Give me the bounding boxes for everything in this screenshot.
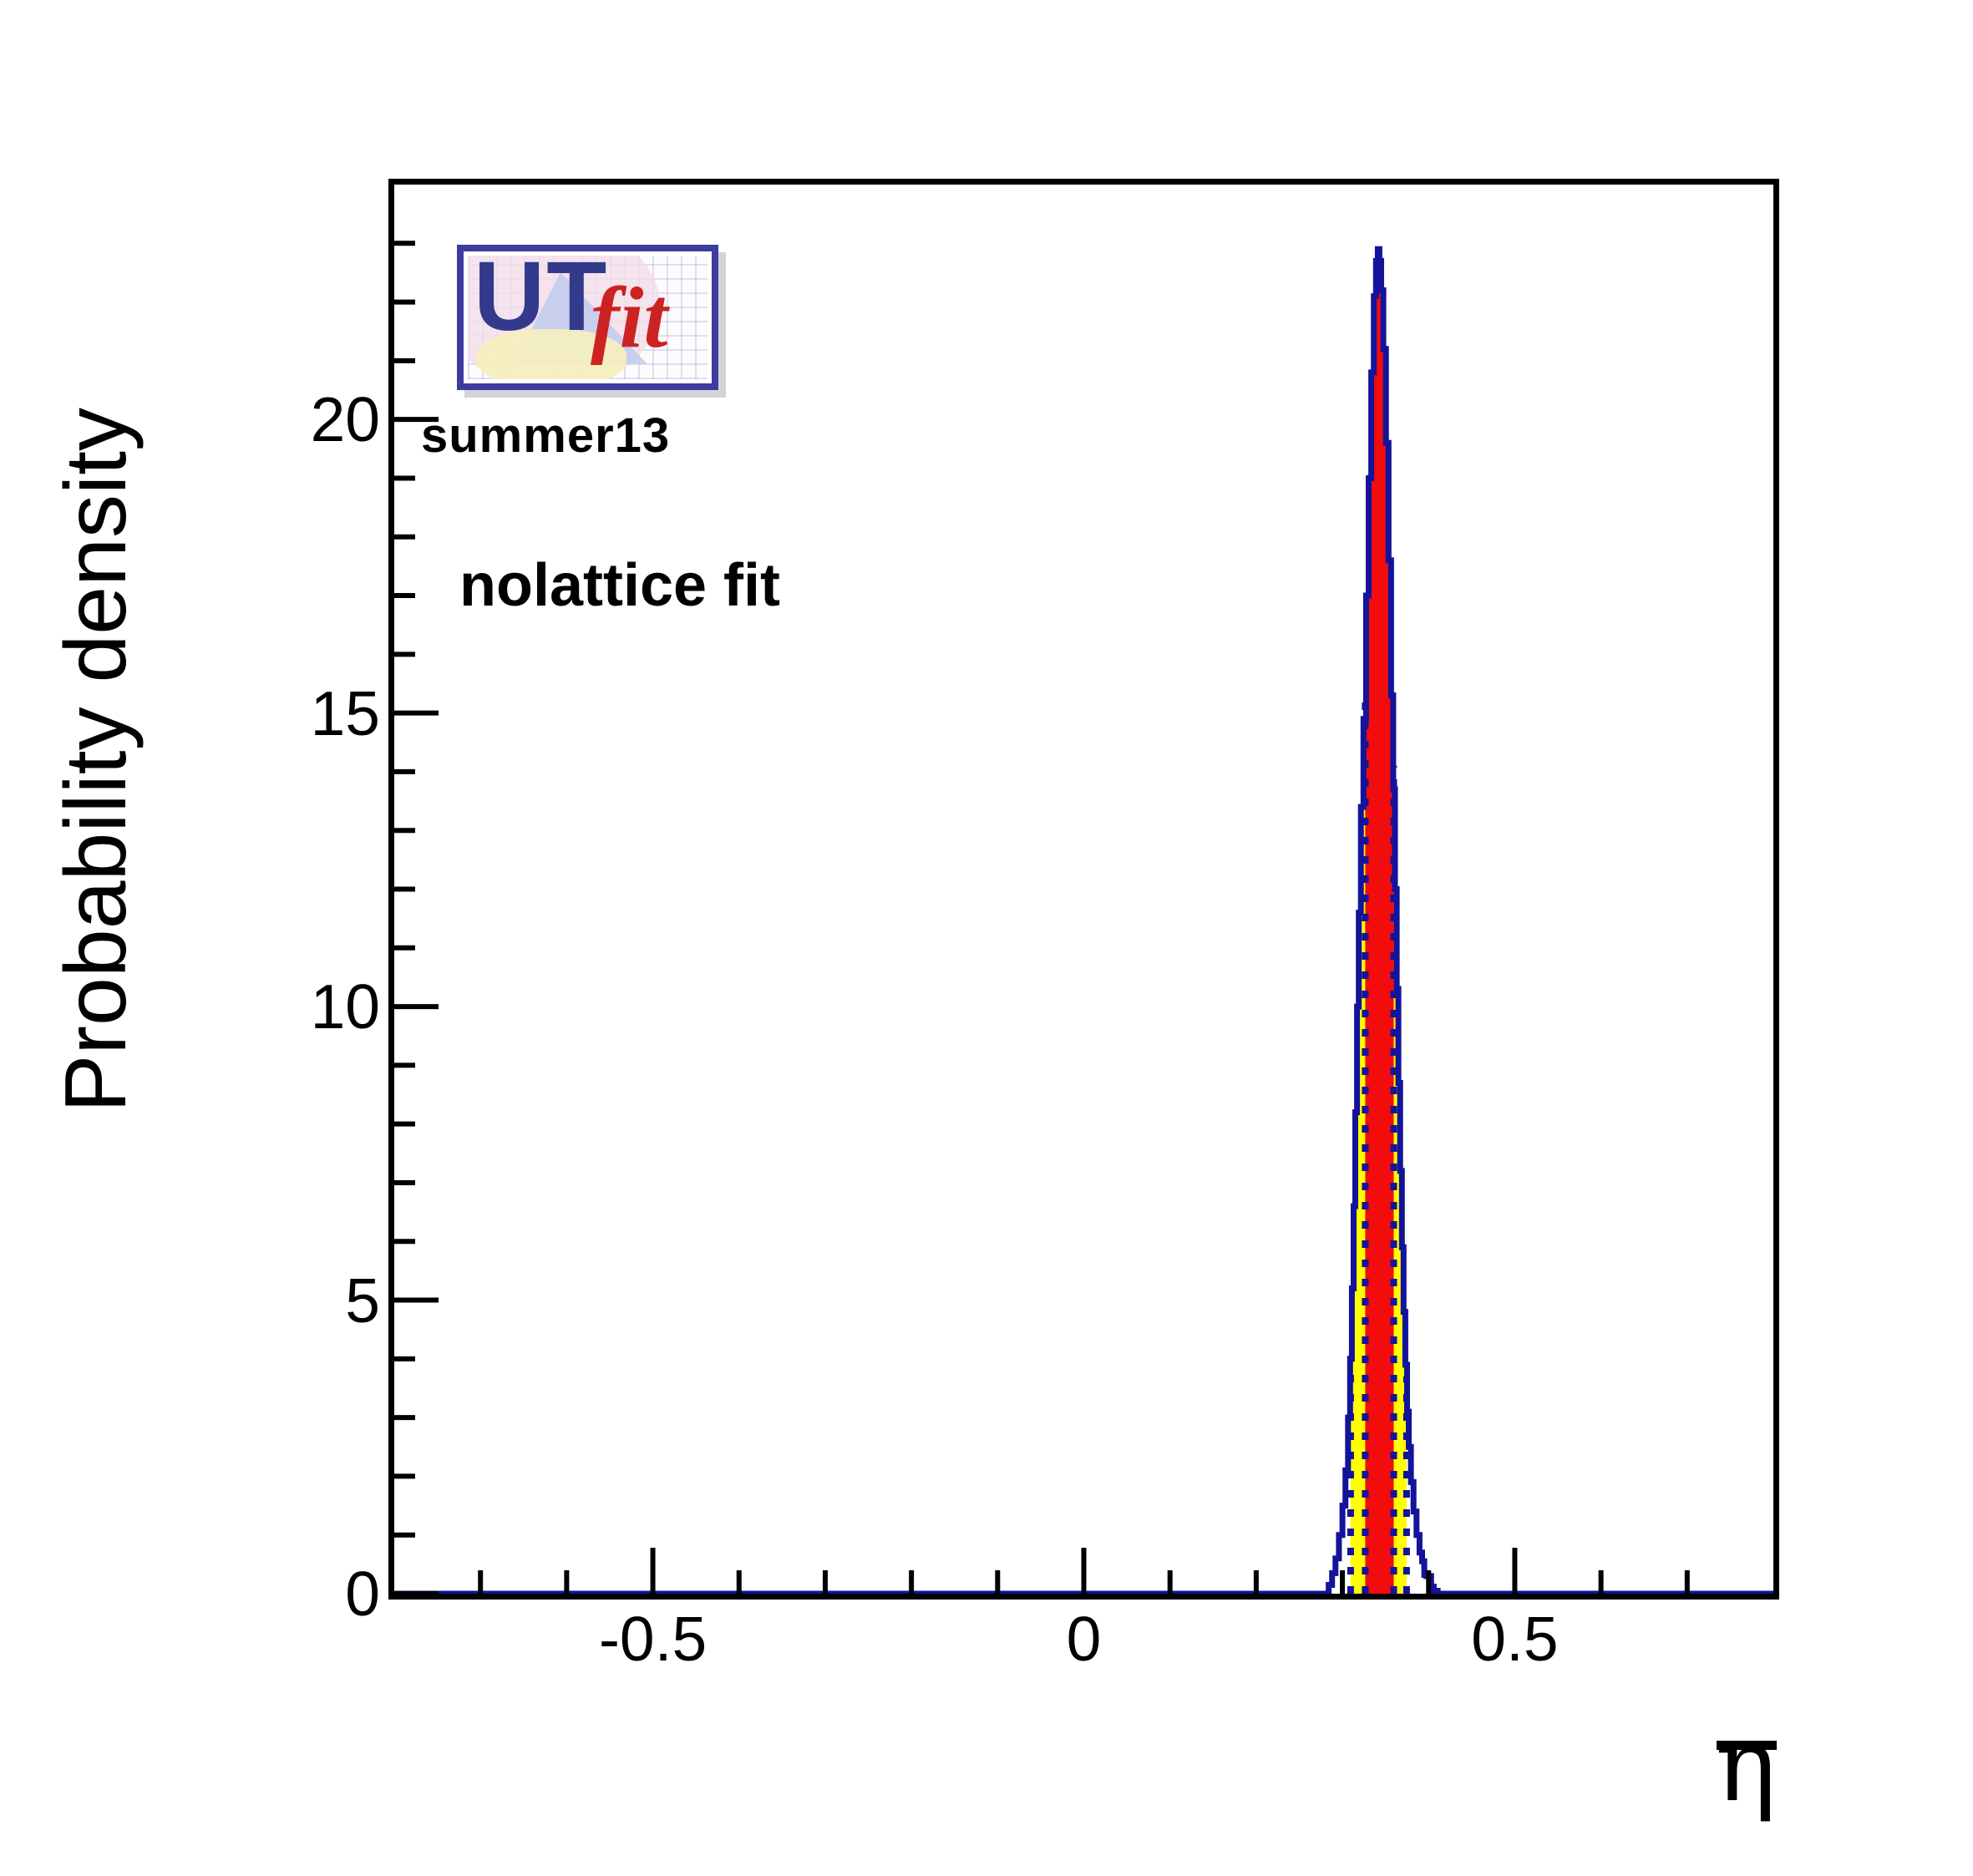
logo-watermark-background xyxy=(468,256,708,379)
x-tick-label: 0 xyxy=(1066,1604,1102,1674)
y-axis-title: Probability density xyxy=(48,408,145,1113)
plot-frame xyxy=(388,179,1779,1600)
y-tick-label: 10 xyxy=(310,971,380,1042)
utfit-logo: UT fit xyxy=(457,241,718,390)
logo-text-ut: UT xyxy=(474,241,609,352)
logo-text-fit: fit xyxy=(591,270,668,366)
fit-type-label: nolattice fit xyxy=(459,552,781,619)
distribution-chart xyxy=(394,241,1773,1594)
x-axis-symbol-eta: η xyxy=(1715,1706,1777,1824)
pdf-curve xyxy=(394,246,1773,1594)
logo-yellow-region xyxy=(476,329,626,379)
y-tick-label: 0 xyxy=(345,1559,380,1629)
watermark-period-label: summer13 xyxy=(421,408,671,463)
y-tick-label: 20 xyxy=(310,384,380,455)
x-axis-symbol-overbar xyxy=(1717,1741,1777,1750)
x-tick-label: 0.5 xyxy=(1471,1604,1559,1674)
x-tick-label: -0.5 xyxy=(598,1604,708,1674)
y-tick-label: 15 xyxy=(310,677,380,748)
y-tick-label: 5 xyxy=(345,1265,380,1336)
